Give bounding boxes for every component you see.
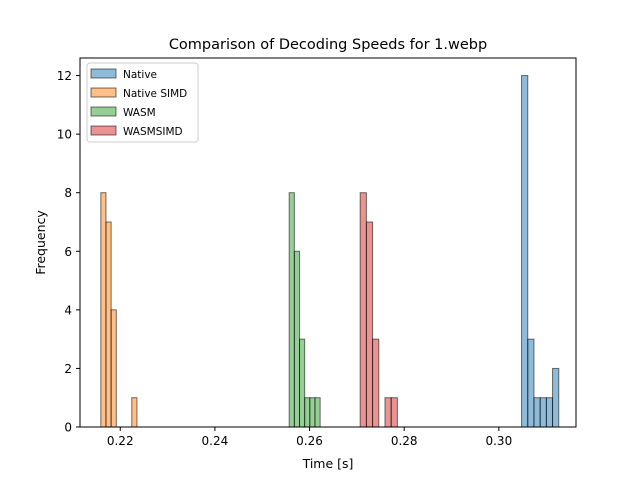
legend-label-wasmsimd: WASMSIMD — [123, 126, 183, 138]
y-tick-label: 4 — [64, 303, 72, 317]
x-tick-label: 0.22 — [107, 434, 134, 448]
histogram-bar — [293, 250, 301, 428]
y-tick-label: 8 — [64, 186, 72, 200]
x-tick-label: 0.26 — [296, 434, 323, 448]
histogram-bar — [105, 221, 112, 428]
x-tick-label: 0.24 — [202, 434, 229, 448]
y-tick-label: 2 — [64, 362, 72, 376]
histogram-bar — [539, 397, 547, 428]
y-tick-label: 12 — [57, 69, 72, 83]
y-tick-label: 10 — [57, 128, 72, 142]
histogram-bar — [533, 397, 541, 428]
histogram-bar — [527, 338, 535, 428]
legend-swatch-native — [90, 68, 117, 79]
histogram-bar — [390, 397, 398, 428]
histogram-bar — [309, 397, 316, 428]
histogram-bar — [299, 338, 306, 428]
histogram-bar — [359, 192, 367, 428]
legend-frame — [86, 62, 199, 143]
plot-frame — [79, 57, 577, 428]
y-tick-label: 6 — [64, 245, 72, 259]
x-axis-ticks: 0.22 0.24 0.26 0.28 0.30 — [107, 427, 512, 448]
histogram-bar — [384, 397, 392, 428]
x-tick-label: 0.30 — [485, 434, 512, 448]
histogram-bar — [372, 338, 380, 428]
histogram-bar — [545, 397, 554, 428]
histogram-bar — [552, 367, 560, 428]
chart-title: Comparison of Decoding Speeds for 1.webp — [169, 37, 487, 53]
histogram-bar — [110, 309, 117, 428]
histogram-bar — [100, 192, 107, 428]
legend-label-wasm: WASM — [123, 107, 156, 119]
legend-swatch-wasm — [90, 106, 117, 117]
y-axis-label: Frequency — [33, 210, 48, 275]
histogram-bar — [131, 397, 138, 428]
x-axis-label: Time [s] — [302, 456, 354, 471]
legend-swatch-wasmsimd — [90, 125, 117, 136]
legend: Native Native SIMD WASM WASMSIMD — [86, 62, 199, 143]
y-tick-label: 0 — [64, 421, 72, 435]
histogram-bar — [365, 221, 374, 428]
histogram-bar — [288, 192, 295, 428]
x-tick-label: 0.28 — [391, 434, 418, 448]
legend-label-native-simd: Native SIMD — [123, 88, 187, 100]
histogram-bar — [521, 75, 529, 428]
legend-label-native: Native — [123, 69, 157, 81]
histogram-bar — [304, 397, 311, 428]
histogram-bar — [314, 397, 321, 428]
y-axis-ticks: 0 2 4 6 8 10 12 — [57, 69, 80, 435]
legend-swatch-native-simd — [90, 87, 117, 98]
